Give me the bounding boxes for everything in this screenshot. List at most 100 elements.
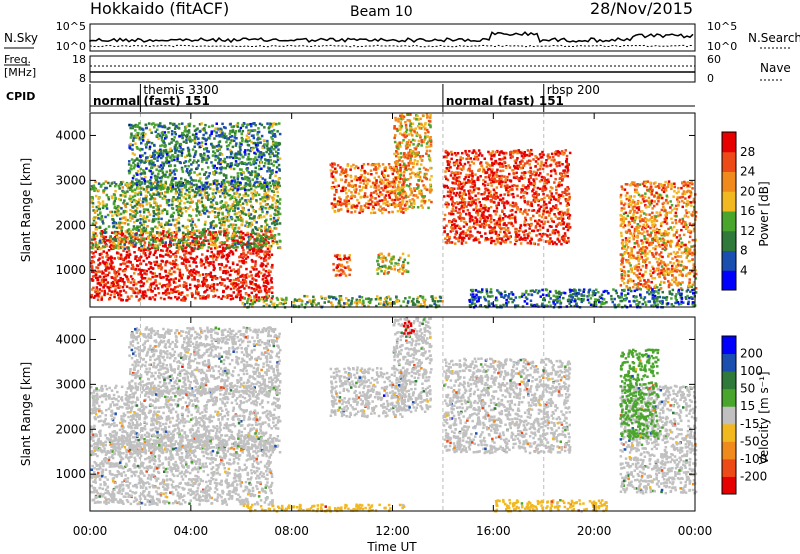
echo-cell: [236, 288, 239, 291]
echo-cell: [377, 175, 381, 179]
echo-cell: [149, 251, 152, 254]
echo-cell: [257, 216, 260, 219]
echo-cell: [91, 260, 94, 263]
echo-cell: [223, 188, 227, 191]
echo-cell: [266, 289, 269, 293]
echo-cell: [97, 189, 100, 192]
echo-cell: [230, 130, 233, 134]
echo-cell: [163, 184, 167, 187]
echo-cell: [401, 183, 404, 187]
echo-cell: [211, 124, 214, 128]
echo-cell: [168, 171, 172, 174]
echo-cell: [168, 281, 171, 284]
echo-cell: [206, 249, 209, 253]
echo-cell: [251, 206, 254, 209]
echo-cell: [343, 254, 346, 257]
echo-cell: [237, 276, 240, 280]
echo-cell: [224, 166, 227, 170]
echo-cell: [425, 172, 428, 176]
echo-cell: [197, 229, 201, 232]
echo-cell: [423, 176, 426, 179]
echo-cell: [210, 239, 213, 242]
echo-cell: [346, 164, 349, 167]
echo-cell: [206, 196, 209, 200]
echo-cell: [242, 122, 246, 125]
power-plot-area: [90, 113, 698, 309]
echo-cell: [174, 295, 177, 299]
echo-cell: [161, 249, 165, 253]
echo-cell: [248, 222, 251, 225]
echo-cell: [239, 293, 242, 296]
echo-cell: [179, 190, 182, 194]
echo-cell: [212, 295, 215, 298]
echo-cell: [131, 126, 134, 130]
echo-cell: [182, 241, 185, 245]
echo-cell: [133, 220, 136, 224]
echo-cell: [409, 129, 412, 132]
echo-cell: [210, 132, 213, 135]
echo-cell: [270, 291, 274, 294]
echo-cell: [338, 257, 342, 261]
echo-cell: [276, 145, 279, 148]
echo-cell: [393, 127, 396, 130]
echo-cell: [103, 240, 107, 244]
echo-cell: [401, 190, 405, 193]
echo-cell: [276, 158, 280, 162]
echo-cell: [396, 169, 399, 172]
echo-cell: [102, 250, 105, 253]
echo-cell: [215, 122, 218, 125]
echo-cell: [333, 197, 336, 200]
echo-cell: [100, 298, 103, 301]
echo-cell: [176, 159, 179, 163]
echo-cell: [277, 141, 281, 145]
echo-cell: [412, 172, 416, 175]
echo-cell: [398, 203, 401, 207]
echo-cell: [136, 158, 139, 161]
echo-cell: [240, 132, 243, 135]
echo-cell: [234, 181, 238, 185]
echo-cell: [380, 170, 384, 174]
echo-cell: [112, 280, 115, 284]
echo-cell: [249, 130, 252, 133]
echo-cell: [134, 245, 137, 248]
echo-cell: [114, 184, 117, 188]
echo-cell: [177, 244, 181, 247]
echo-cell: [272, 216, 276, 220]
echo-cell: [265, 264, 268, 268]
echo-cell: [251, 217, 254, 220]
echo-cell: [155, 202, 158, 206]
echo-cell: [146, 141, 149, 144]
echo-cell: [212, 285, 215, 288]
echo-cell: [253, 183, 256, 187]
echo-cell: [171, 176, 174, 180]
echo-cell: [363, 195, 366, 199]
echo-cell: [234, 206, 237, 210]
echo-cell: [339, 268, 343, 272]
echo-cell: [93, 238, 96, 241]
echo-cell: [113, 295, 116, 299]
echo-cell: [258, 180, 262, 184]
echo-cell: [173, 164, 177, 167]
echo-cell: [387, 194, 391, 197]
echo-cell: [382, 181, 385, 184]
echo-cell: [161, 187, 165, 191]
echo-cell: [418, 167, 421, 171]
echo-cell: [134, 209, 137, 213]
echo-cell: [164, 175, 167, 178]
echo-cell: [266, 122, 269, 125]
echo-cell: [124, 204, 127, 207]
echo-cell: [119, 267, 122, 271]
echo-cell: [266, 210, 269, 214]
echo-cell: [247, 286, 251, 289]
echo-cell: [197, 218, 200, 222]
echo-cell: [255, 172, 258, 175]
echo-cell: [384, 266, 388, 270]
echo-cell: [243, 161, 247, 165]
echo-cell: [127, 280, 130, 283]
echo-cell: [245, 134, 249, 137]
echo-cell: [353, 205, 356, 208]
echo-cell: [171, 188, 174, 191]
echo-cell: [263, 279, 267, 283]
echo-cell: [255, 254, 259, 257]
echo-cell: [204, 185, 207, 188]
